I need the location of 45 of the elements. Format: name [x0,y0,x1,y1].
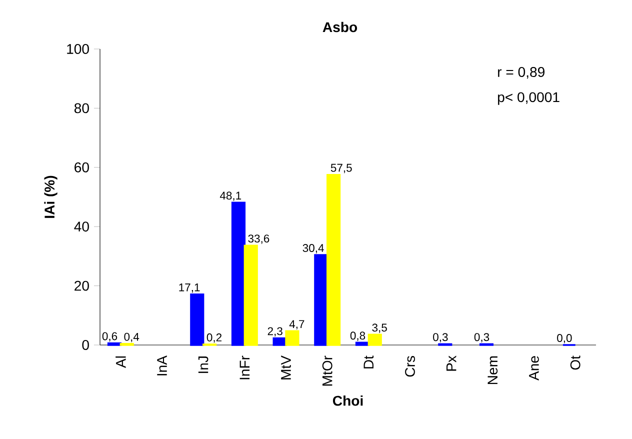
x-tick-label: Crs [405,356,415,377]
data-label: 0,0 [557,334,572,344]
y-tick-label: 100 [67,44,89,54]
data-label: 4,7 [289,320,304,330]
x-tick-label: Dt [364,356,374,368]
x-tick-label: InJ [198,356,208,373]
y-tick-label: 20 [74,280,89,291]
chart-title: Asbo [322,22,358,32]
bar [285,330,300,346]
bar [326,174,341,346]
data-label: 57,5 [330,164,352,174]
x-tick-label: Al [116,356,126,368]
data-label: 0,6 [102,332,118,342]
data-label: 0,4 [124,332,140,342]
x-tick-label: InA [157,356,167,376]
data-label: 0,8 [350,332,366,341]
data-label: 33,6 [248,234,270,244]
y-tick-label: 80 [74,103,89,114]
annotation: p< 0,0001 [498,92,560,105]
data-label: 0,3 [433,333,448,342]
y-tick-label: 0 [82,340,89,350]
bar [355,342,370,346]
data-label: 3,5 [372,324,387,333]
x-tick-label: Ane [529,356,539,380]
y-tick-label: 40 [74,222,89,232]
data-label: 48,1 [220,192,242,201]
data-label: 2,3 [268,327,282,336]
data-label: 17,1 [179,284,200,293]
bar [244,244,258,346]
x-tick-label: Ot [570,356,580,370]
data-label: 0,3 [474,333,490,342]
y-axis-title: IAi (%) [44,176,58,218]
bar [190,294,204,346]
data-label: 0,2 [206,333,222,343]
x-tick-label: InFr [240,356,250,380]
bar [231,202,246,346]
x-tick-label: Px [446,356,456,371]
bar [368,334,382,346]
x-tick-label: MtOr [322,356,332,386]
x-tick-label: Nem [488,356,498,384]
data-label: 30,4 [302,244,324,254]
annotation: r = 0,89 [498,67,544,79]
x-axis-title: Choi [332,395,363,406]
y-tick-label: 60 [74,162,89,172]
x-tick-label: MtV [281,356,291,380]
